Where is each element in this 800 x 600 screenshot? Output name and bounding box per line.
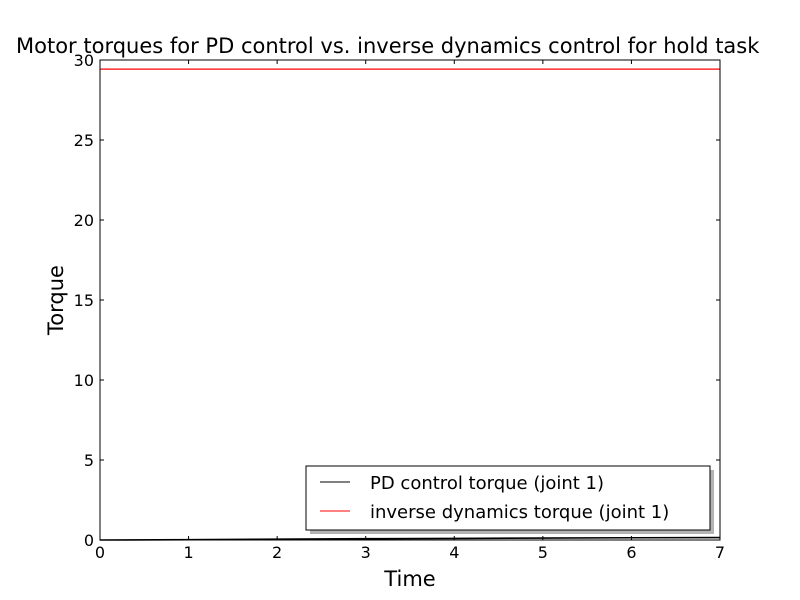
y-tick-label: 0 (84, 531, 94, 550)
y-tick-label: 20 (74, 211, 94, 230)
x-tick-label: 2 (272, 543, 282, 562)
legend-label-pd: PD control torque (joint 1) (370, 473, 604, 494)
chart-title: Motor torques for PD control vs. inverse… (16, 34, 760, 58)
x-tick-label: 1 (183, 543, 193, 562)
y-tick-label: 15 (74, 291, 94, 310)
x-tick-label: 5 (538, 543, 548, 562)
x-axis-label: Time (383, 567, 435, 591)
legend-box (305, 465, 711, 531)
y-axis-ticks: 0 5 10 15 20 25 30 (74, 51, 720, 550)
y-tick-label: 30 (74, 51, 94, 70)
x-tick-label: 6 (626, 543, 636, 562)
legend: PD control torque (joint 1) inverse dyna… (305, 465, 714, 534)
y-tick-label: 25 (74, 131, 94, 150)
legend-label-inverse-dynamics: inverse dynamics torque (joint 1) (370, 502, 669, 523)
y-tick-label: 5 (84, 451, 94, 470)
x-tick-label: 7 (715, 543, 725, 562)
x-tick-label: 4 (449, 543, 459, 562)
x-tick-label: 0 (95, 543, 105, 562)
y-tick-label: 10 (74, 371, 94, 390)
plot-area (100, 60, 720, 540)
y-axis-label: Torque (44, 265, 68, 336)
x-axis-ticks: 0 1 2 3 4 5 6 7 (95, 60, 725, 562)
x-tick-label: 3 (361, 543, 371, 562)
